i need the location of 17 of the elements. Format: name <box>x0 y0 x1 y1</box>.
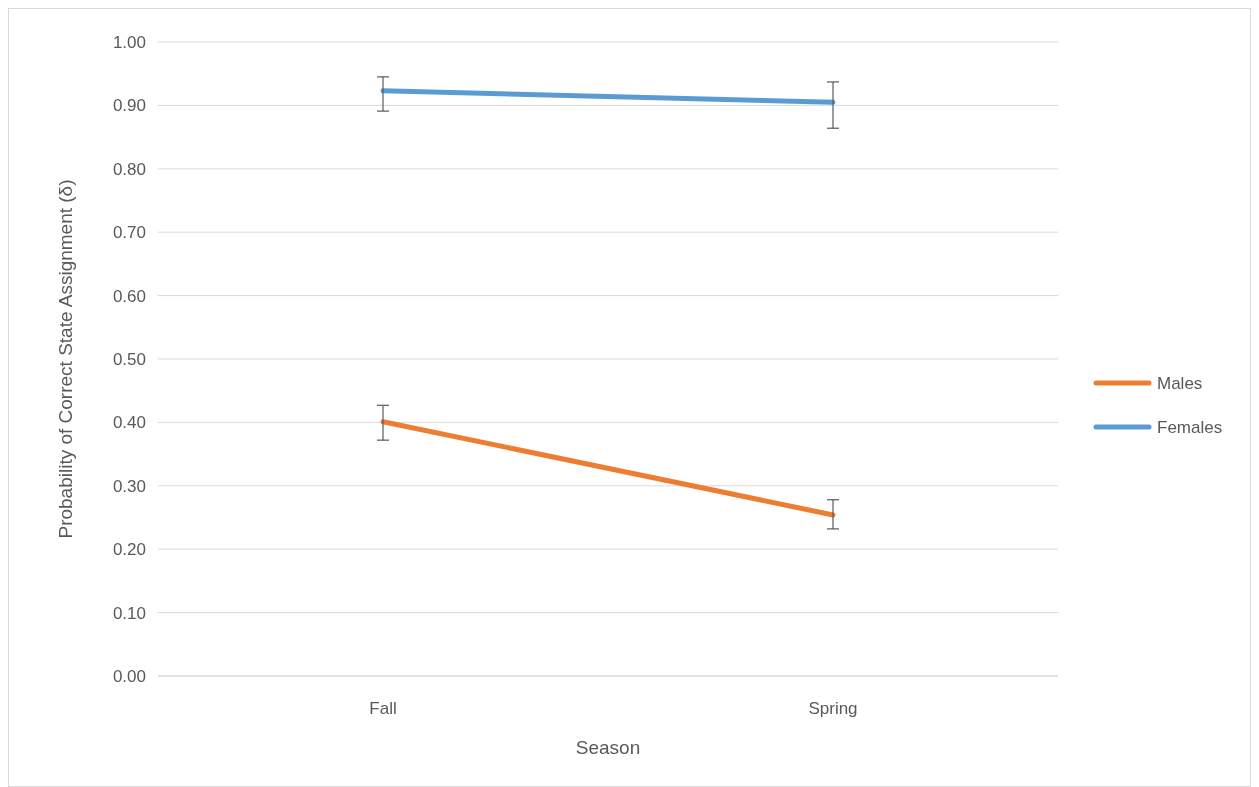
y-tick-label: 0.40 <box>112 413 146 433</box>
y-tick-label: 0.50 <box>112 349 146 369</box>
legend-label: Females <box>1157 417 1223 437</box>
y-tick-label: 0.20 <box>112 540 146 560</box>
x-tick-label: Fall <box>369 699 397 718</box>
y-tick-label: 0.30 <box>112 476 146 496</box>
y-tick-label: 1.00 <box>112 32 146 52</box>
y-axis-title: Probability of Correct State Assignment (δ) <box>55 179 76 539</box>
x-axis-title: Season <box>575 737 641 758</box>
legend-label: Males <box>1157 373 1203 393</box>
y-tick-label: 0.10 <box>112 603 146 623</box>
y-tick-label: 0.90 <box>112 96 146 116</box>
y-tick-label: 0.00 <box>112 666 146 686</box>
y-tick-label: 0.70 <box>112 223 146 243</box>
y-tick-label: 0.80 <box>112 159 146 179</box>
x-tick-label: Spring <box>808 699 858 718</box>
y-tick-label: 0.60 <box>112 286 146 306</box>
